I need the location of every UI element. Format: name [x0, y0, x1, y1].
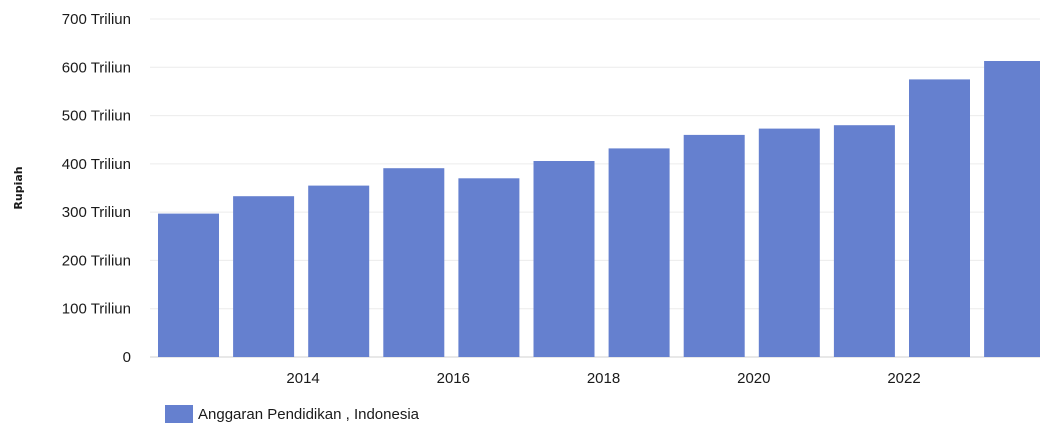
- x-tick-label: 2022: [887, 370, 920, 387]
- bar-2017[interactable]: [533, 161, 595, 357]
- bar-2015[interactable]: [383, 168, 445, 357]
- legend[interactable]: Anggaran Pendidikan , Indonesia: [165, 405, 419, 423]
- y-gridlines: [150, 18, 1040, 358]
- y-tick-label: 100 Triliun: [62, 301, 131, 318]
- bar-2012[interactable]: [158, 213, 219, 357]
- bars: [158, 61, 1040, 358]
- y-tick-label: 0: [123, 349, 131, 366]
- bar-2013[interactable]: [233, 196, 295, 357]
- bar-2021[interactable]: [833, 125, 895, 357]
- y-axis-tick-labels: 0 100 Triliun 200 Triliun 300 Triliun 400 Tr…: [62, 11, 131, 366]
- bar-2023[interactable]: [984, 61, 1040, 357]
- bar-2014[interactable]: [308, 185, 370, 357]
- y-tick-label: 500 Triliun: [62, 108, 131, 125]
- bar-2020[interactable]: [758, 128, 820, 357]
- x-tick-label: 2020: [737, 370, 770, 387]
- x-tick-label: 2016: [437, 370, 470, 387]
- y-tick-label: 400 Triliun: [62, 156, 131, 173]
- legend-label: Anggaran Pendidikan , Indonesia: [198, 405, 420, 423]
- y-tick-label: 700 Triliun: [62, 11, 131, 28]
- y-axis-label: Rupiah: [12, 166, 25, 209]
- bar-2022[interactable]: [909, 79, 970, 358]
- x-tick-label: 2018: [587, 370, 620, 387]
- legend-swatch: [165, 405, 193, 423]
- y-tick-label: 300 Triliun: [62, 204, 131, 221]
- y-tick-label: 600 Triliun: [62, 59, 131, 76]
- x-tick-label: 2014: [286, 370, 319, 387]
- x-axis-tick-labels: 2014 2016 2018 2020 2022: [286, 370, 920, 387]
- bar-2016[interactable]: [458, 178, 520, 357]
- y-tick-label: 200 Triliun: [62, 252, 131, 269]
- bar-2018[interactable]: [608, 148, 670, 357]
- bar-2019[interactable]: [683, 134, 745, 357]
